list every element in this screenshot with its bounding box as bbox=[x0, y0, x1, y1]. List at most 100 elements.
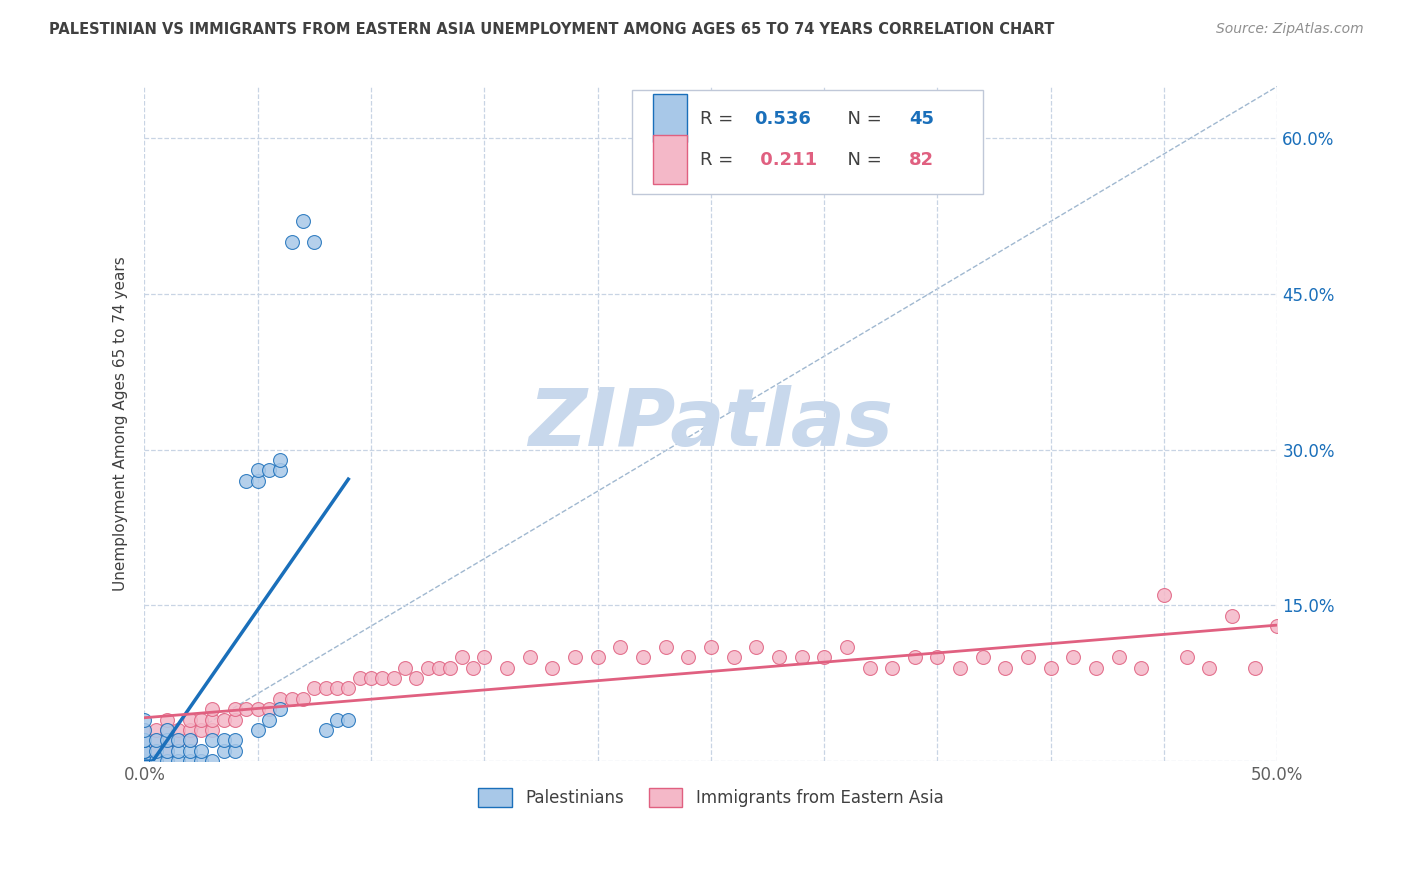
Point bbox=[292, 214, 315, 228]
Point bbox=[134, 744, 156, 758]
Point bbox=[212, 713, 235, 727]
Legend: Palestinians, Immigrants from Eastern Asia: Palestinians, Immigrants from Eastern As… bbox=[472, 780, 950, 814]
Point bbox=[1198, 660, 1220, 674]
Point bbox=[156, 723, 179, 737]
Point bbox=[304, 681, 326, 696]
Point bbox=[723, 650, 745, 665]
Point bbox=[145, 744, 167, 758]
Point bbox=[427, 660, 450, 674]
Y-axis label: Unemployment Among Ages 65 to 74 years: Unemployment Among Ages 65 to 74 years bbox=[114, 256, 128, 591]
Point bbox=[1153, 588, 1175, 602]
Point bbox=[609, 640, 631, 654]
Point bbox=[1220, 608, 1243, 623]
Point bbox=[201, 702, 224, 716]
Point bbox=[134, 744, 156, 758]
Point bbox=[224, 733, 246, 747]
Point bbox=[179, 754, 201, 768]
Point bbox=[190, 713, 212, 727]
Point bbox=[156, 723, 179, 737]
Point bbox=[235, 702, 257, 716]
Point bbox=[224, 702, 246, 716]
Point bbox=[246, 723, 269, 737]
FancyBboxPatch shape bbox=[654, 135, 688, 184]
Point bbox=[949, 660, 972, 674]
Point bbox=[315, 723, 337, 737]
Text: 0.211: 0.211 bbox=[754, 151, 817, 169]
Point bbox=[212, 744, 235, 758]
Text: ZIPatlas: ZIPatlas bbox=[529, 384, 893, 463]
Point bbox=[1243, 660, 1265, 674]
Point bbox=[201, 723, 224, 737]
Point bbox=[700, 640, 723, 654]
Text: R =: R = bbox=[700, 151, 738, 169]
Point bbox=[768, 650, 790, 665]
Point bbox=[326, 713, 349, 727]
Point bbox=[337, 713, 360, 727]
Text: N =: N = bbox=[835, 110, 887, 128]
Point bbox=[269, 691, 291, 706]
Point bbox=[145, 744, 167, 758]
Text: 45: 45 bbox=[910, 110, 934, 128]
Point bbox=[676, 650, 699, 665]
Point bbox=[315, 681, 337, 696]
Point bbox=[994, 660, 1017, 674]
Point bbox=[190, 744, 212, 758]
Point bbox=[1039, 660, 1062, 674]
Point bbox=[224, 744, 246, 758]
Point bbox=[145, 733, 167, 747]
Point bbox=[371, 671, 394, 685]
Point bbox=[1130, 660, 1153, 674]
Point bbox=[190, 754, 212, 768]
Point bbox=[156, 733, 179, 747]
Point bbox=[190, 723, 212, 737]
Point bbox=[134, 754, 156, 768]
Text: 0.536: 0.536 bbox=[754, 110, 811, 128]
Point bbox=[450, 650, 472, 665]
Point bbox=[927, 650, 949, 665]
Point bbox=[167, 754, 190, 768]
Point bbox=[835, 640, 858, 654]
Point bbox=[156, 754, 179, 768]
Point bbox=[201, 754, 224, 768]
Text: Source: ZipAtlas.com: Source: ZipAtlas.com bbox=[1216, 22, 1364, 37]
Point bbox=[201, 733, 224, 747]
Point bbox=[1017, 650, 1039, 665]
Point bbox=[1108, 650, 1130, 665]
Point bbox=[382, 671, 405, 685]
Point bbox=[304, 235, 326, 249]
Point bbox=[337, 681, 360, 696]
Point bbox=[156, 733, 179, 747]
Point bbox=[813, 650, 835, 665]
Point bbox=[134, 754, 156, 768]
Text: N =: N = bbox=[835, 151, 887, 169]
Point bbox=[269, 702, 291, 716]
Point bbox=[631, 650, 654, 665]
Point bbox=[201, 713, 224, 727]
Point bbox=[179, 733, 201, 747]
Point bbox=[246, 474, 269, 488]
Point bbox=[745, 640, 768, 654]
Point bbox=[156, 744, 179, 758]
Point bbox=[134, 713, 156, 727]
Point bbox=[246, 702, 269, 716]
Point bbox=[134, 733, 156, 747]
Point bbox=[235, 474, 257, 488]
Point bbox=[167, 733, 190, 747]
Point bbox=[134, 733, 156, 747]
Point bbox=[145, 733, 167, 747]
Point bbox=[179, 723, 201, 737]
Point bbox=[212, 733, 235, 747]
Point bbox=[349, 671, 371, 685]
Point bbox=[790, 650, 813, 665]
Point bbox=[882, 660, 904, 674]
Point bbox=[224, 713, 246, 727]
Point bbox=[1085, 660, 1108, 674]
Point bbox=[145, 754, 167, 768]
Point bbox=[586, 650, 609, 665]
Point bbox=[179, 744, 201, 758]
Point bbox=[439, 660, 461, 674]
Point bbox=[326, 681, 349, 696]
Text: PALESTINIAN VS IMMIGRANTS FROM EASTERN ASIA UNEMPLOYMENT AMONG AGES 65 TO 74 YEA: PALESTINIAN VS IMMIGRANTS FROM EASTERN A… bbox=[49, 22, 1054, 37]
Point bbox=[134, 723, 156, 737]
Point bbox=[134, 723, 156, 737]
